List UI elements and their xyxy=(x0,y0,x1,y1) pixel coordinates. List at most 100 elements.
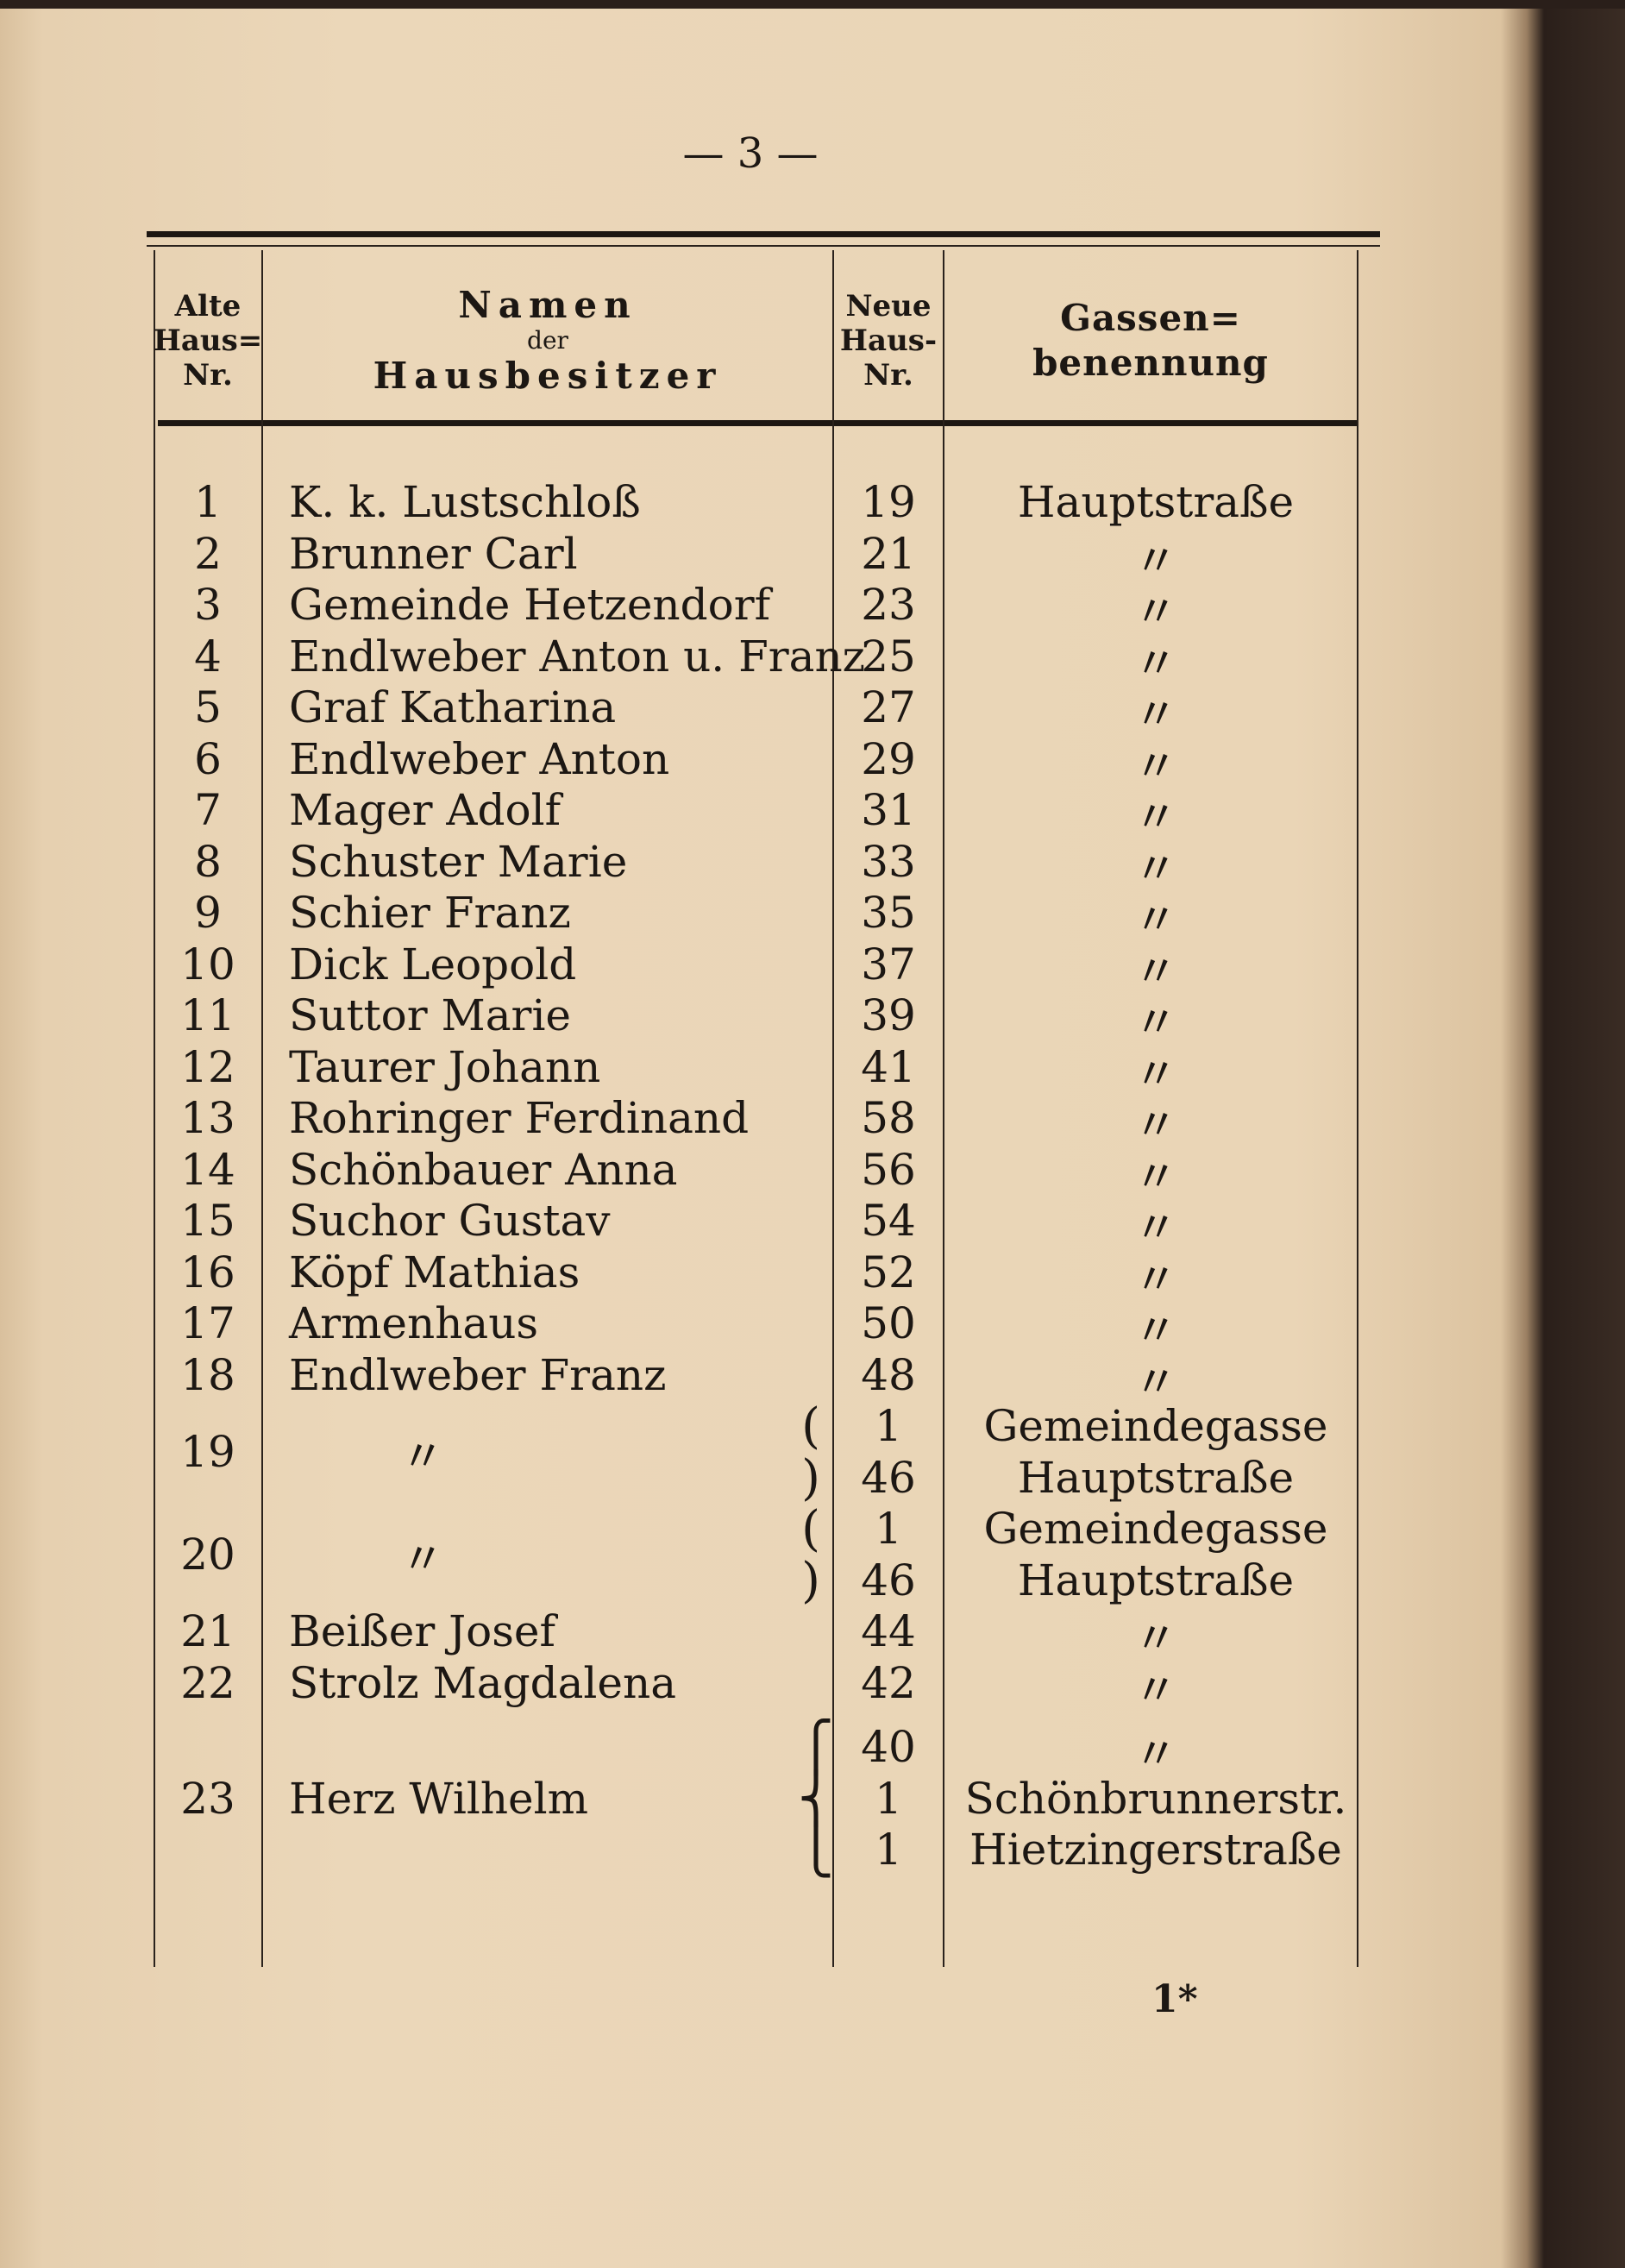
alt-house-number: 19 xyxy=(180,1426,235,1477)
table-row: 10 Dick Leopold 37 〃 xyxy=(0,939,1625,996)
owner-name: Armenhaus xyxy=(289,1298,539,1348)
new-house-number: 39 xyxy=(861,990,916,1040)
owner-name: Suchor Gustav xyxy=(289,1196,611,1246)
header-text: benennung xyxy=(1032,342,1269,384)
new-house-number: 35 xyxy=(861,888,916,938)
street-name: 〃 xyxy=(1134,1048,1177,1099)
owner-name: Schier Franz xyxy=(289,888,571,938)
header-text: Alte xyxy=(174,289,242,324)
table-row: 12 Taurer Johann 41 〃 xyxy=(0,1041,1625,1099)
street-name: 〃 xyxy=(1134,1100,1177,1150)
header-namen: Namen der Hausbesitzer xyxy=(263,263,832,418)
table-row: 9 Schier Franz 35 〃 xyxy=(0,888,1625,945)
new-house-number: 21 xyxy=(861,528,916,579)
street-name: Hietzingerstraße xyxy=(969,1825,1342,1875)
street-name: 〃 xyxy=(1134,792,1177,842)
alt-house-number: 17 xyxy=(180,1298,235,1348)
alt-house-number: 22 xyxy=(180,1657,235,1708)
new-house-number: 33 xyxy=(861,836,916,887)
alt-house-number: 4 xyxy=(194,631,222,682)
brace-mark: ) xyxy=(801,1552,820,1609)
alt-house-number: 18 xyxy=(180,1349,235,1400)
top-rule xyxy=(147,231,1380,237)
new-house-number: 23 xyxy=(861,580,916,630)
street-name: 〃 xyxy=(1134,587,1177,637)
new-house-number: 42 xyxy=(861,1657,916,1708)
header-text: Nr. xyxy=(863,358,913,393)
owner-name: Graf Katharina xyxy=(289,682,617,732)
owner-name: Endlweber Anton xyxy=(289,733,670,784)
owner-name: 〃 xyxy=(401,1533,444,1584)
street-name: 〃 xyxy=(1134,843,1177,894)
table-row: 6 Endlweber Anton 29 〃 xyxy=(0,733,1625,791)
street-name: 〃 xyxy=(1134,535,1177,586)
column-divider xyxy=(1357,250,1358,1967)
alt-house-number: 9 xyxy=(194,888,222,938)
alt-house-number: 5 xyxy=(194,682,222,732)
alt-house-number: 20 xyxy=(180,1529,235,1580)
alt-house-number: 12 xyxy=(180,1041,235,1092)
alt-house-number: 10 xyxy=(180,939,235,990)
street-name: 〃 xyxy=(1134,1151,1177,1202)
table-row: 20 〃 1 46 Gemeindegasse Hauptstraße () xyxy=(0,1504,1625,1606)
header-gassen: Gassen= benennung xyxy=(944,263,1357,418)
header-alt-nr: Alte Haus= Nr. xyxy=(154,263,263,418)
table-row: 16 Köpf Mathias 52 〃 xyxy=(0,1247,1625,1304)
header-text: Namen xyxy=(458,284,637,326)
street-name: 〃 xyxy=(1134,1729,1177,1779)
column-divider xyxy=(261,250,263,1967)
street-name: 〃 xyxy=(1134,1253,1177,1304)
owner-name: Mager Adolf xyxy=(289,785,562,835)
brace-mark: ⎧ xyxy=(798,1719,834,1775)
table-row: 23 Herz Wilhelm 40 1 1 〃 Schönbrunnerstr. Hietz… xyxy=(0,1709,1625,1876)
header-text: Haus- xyxy=(839,324,938,358)
table-body: 1 K. k. Lustschloß 19 Hauptstraße 2 Brunner C… xyxy=(0,477,1625,1876)
table-row: 5 Graf Katharina 27 〃 xyxy=(0,682,1625,739)
new-house-number: 25 xyxy=(861,631,916,682)
alt-house-number: 16 xyxy=(180,1247,235,1297)
street-name: 〃 xyxy=(1134,1305,1177,1355)
new-house-number: 37 xyxy=(861,939,916,990)
table-row: 21 Beißer Josef 44 〃 xyxy=(0,1606,1625,1663)
alt-house-number: 1 xyxy=(194,477,222,527)
owner-name: Dick Leopold xyxy=(289,939,577,990)
owner-name: Schuster Marie xyxy=(289,836,628,887)
header-text: der xyxy=(527,326,568,355)
alt-house-number: 13 xyxy=(180,1093,235,1143)
new-house-number: 40 xyxy=(861,1722,916,1772)
new-house-number: 50 xyxy=(861,1298,916,1348)
alt-house-number: 8 xyxy=(194,836,222,887)
table-row: 19 〃 1 46 Gemeindegasse Hauptstraße () xyxy=(0,1401,1625,1504)
column-divider xyxy=(832,250,834,1967)
table-row: 4 Endlweber Anton u. Franz 25 〃 xyxy=(0,631,1625,688)
table-row: 11 Suttor Marie 39 〃 xyxy=(0,990,1625,1047)
new-house-number: 31 xyxy=(861,785,916,835)
new-house-number: 41 xyxy=(861,1041,916,1092)
column-divider xyxy=(943,250,944,1967)
alt-house-number: 7 xyxy=(194,785,222,835)
alt-house-number: 2 xyxy=(194,528,222,579)
new-house-number: 1 xyxy=(875,1401,902,1451)
table-row: 14 Schönbauer Anna 56 〃 xyxy=(0,1144,1625,1202)
top-rule-thin xyxy=(147,245,1380,247)
street-name: 〃 xyxy=(1134,1613,1177,1663)
brace-mark: ) xyxy=(801,1449,820,1506)
brace-mark: ⎨ xyxy=(798,1770,834,1827)
owner-name: Brunner Carl xyxy=(289,528,578,579)
header-rule xyxy=(158,420,1357,426)
owner-name: Beißer Josef xyxy=(289,1606,556,1656)
owner-name: 〃 xyxy=(401,1430,444,1481)
table-row: 2 Brunner Carl 21 〃 xyxy=(0,528,1625,586)
owner-name: Schönbauer Anna xyxy=(289,1144,678,1195)
owner-name: Strolz Magdalena xyxy=(289,1657,676,1708)
street-name: 〃 xyxy=(1134,1664,1177,1715)
brace-mark: ⎩ xyxy=(798,1822,834,1878)
owner-name: Gemeinde Hetzendorf xyxy=(289,580,771,630)
table-row: 18 Endlweber Franz 48 〃 xyxy=(0,1349,1625,1407)
new-house-number: 19 xyxy=(861,477,916,527)
street-name: 〃 xyxy=(1134,689,1177,739)
new-house-number: 58 xyxy=(861,1093,916,1143)
new-house-number: 27 xyxy=(861,682,916,732)
owner-name: Herz Wilhelm xyxy=(289,1773,589,1824)
street-name: 〃 xyxy=(1134,740,1177,791)
